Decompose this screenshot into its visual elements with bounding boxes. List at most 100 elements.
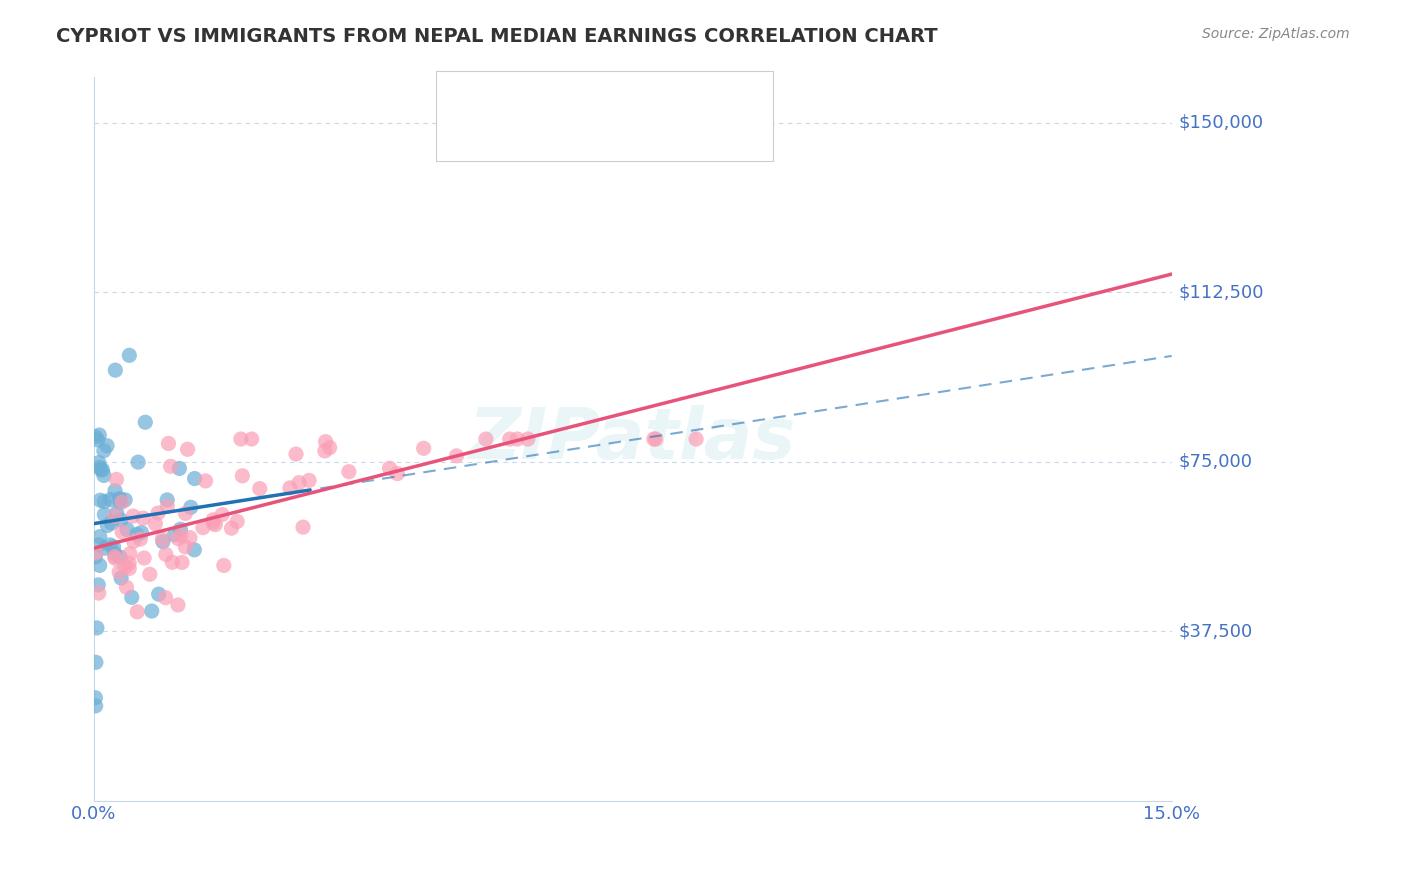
- Point: [104, 509, 127, 524]
- Point: [104, 551, 127, 566]
- Point: [89, 428, 111, 442]
- Point: [125, 527, 148, 541]
- Point: [229, 432, 252, 446]
- Point: [148, 587, 170, 601]
- Point: [143, 516, 166, 531]
- Point: [249, 482, 271, 496]
- Point: [96, 518, 118, 533]
- Point: [111, 495, 134, 509]
- Point: [156, 492, 179, 507]
- Point: [202, 516, 225, 530]
- Point: [174, 507, 197, 521]
- Point: [127, 455, 149, 469]
- Point: [84, 690, 107, 705]
- Point: [110, 513, 132, 527]
- Point: [108, 565, 131, 579]
- Point: [108, 550, 131, 565]
- Point: [150, 532, 173, 546]
- Point: [191, 521, 214, 535]
- Point: [387, 467, 409, 481]
- Point: [412, 442, 434, 456]
- Point: [183, 471, 205, 485]
- Point: [100, 516, 122, 530]
- Point: [100, 492, 122, 507]
- Point: [118, 556, 141, 570]
- Point: [134, 415, 156, 429]
- Text: $75,000: $75,000: [1178, 452, 1253, 471]
- Point: [127, 605, 149, 619]
- Point: [506, 432, 529, 446]
- Text: $112,500: $112,500: [1178, 283, 1264, 301]
- Point: [170, 556, 193, 570]
- Point: [202, 513, 225, 527]
- Point: [115, 523, 138, 537]
- Point: [226, 515, 249, 529]
- Point: [174, 540, 197, 554]
- Point: [122, 534, 145, 549]
- Point: [93, 494, 115, 508]
- Point: [159, 459, 181, 474]
- Point: [93, 468, 115, 483]
- Point: [132, 511, 155, 525]
- Point: [152, 534, 174, 549]
- Point: [204, 517, 226, 532]
- Point: [475, 432, 498, 446]
- Point: [314, 444, 336, 458]
- Text: CYPRIOT VS IMMIGRANTS FROM NEPAL MEDIAN EARNINGS CORRELATION CHART: CYPRIOT VS IMMIGRANTS FROM NEPAL MEDIAN …: [56, 27, 938, 45]
- Point: [118, 561, 141, 575]
- Point: [162, 555, 184, 569]
- Point: [105, 472, 128, 486]
- Point: [156, 500, 179, 514]
- Point: [108, 495, 131, 509]
- Point: [134, 551, 156, 566]
- Point: [685, 432, 707, 446]
- Point: [89, 460, 111, 475]
- Point: [292, 520, 315, 534]
- Point: [157, 436, 180, 450]
- Point: [89, 558, 111, 573]
- Point: [103, 540, 125, 554]
- Point: [169, 522, 191, 536]
- Text: R =  0.137  N = 56: R = 0.137 N = 56: [499, 89, 657, 107]
- Point: [141, 604, 163, 618]
- Text: ZIPatlas: ZIPatlas: [470, 405, 797, 474]
- Point: [87, 586, 110, 600]
- Point: [93, 541, 115, 556]
- Point: [446, 449, 468, 463]
- Point: [87, 538, 110, 552]
- Point: [121, 591, 143, 605]
- Point: [298, 474, 321, 488]
- Point: [139, 567, 162, 582]
- Point: [114, 492, 136, 507]
- Point: [240, 432, 263, 446]
- Point: [90, 462, 112, 476]
- Point: [179, 531, 201, 545]
- Point: [115, 580, 138, 594]
- Point: [87, 578, 110, 592]
- Point: [337, 465, 360, 479]
- Point: [163, 527, 186, 541]
- Point: [84, 698, 107, 713]
- Point: [89, 530, 111, 544]
- Point: [231, 468, 253, 483]
- Point: [180, 500, 202, 515]
- Point: [221, 521, 243, 535]
- Point: [86, 621, 108, 635]
- Point: [194, 474, 217, 488]
- Point: [104, 547, 127, 561]
- Point: [104, 483, 127, 498]
- Point: [155, 591, 177, 605]
- Point: [104, 549, 127, 564]
- Point: [98, 538, 121, 552]
- Point: [288, 475, 311, 490]
- Point: [84, 430, 107, 444]
- Text: R = -0.438  N = 71: R = -0.438 N = 71: [499, 129, 657, 147]
- Point: [499, 432, 522, 446]
- Point: [176, 442, 198, 457]
- Text: $150,000: $150,000: [1178, 113, 1264, 132]
- Point: [643, 432, 665, 446]
- Point: [155, 547, 177, 561]
- Point: [118, 348, 141, 362]
- Point: [318, 441, 340, 455]
- Point: [84, 546, 107, 560]
